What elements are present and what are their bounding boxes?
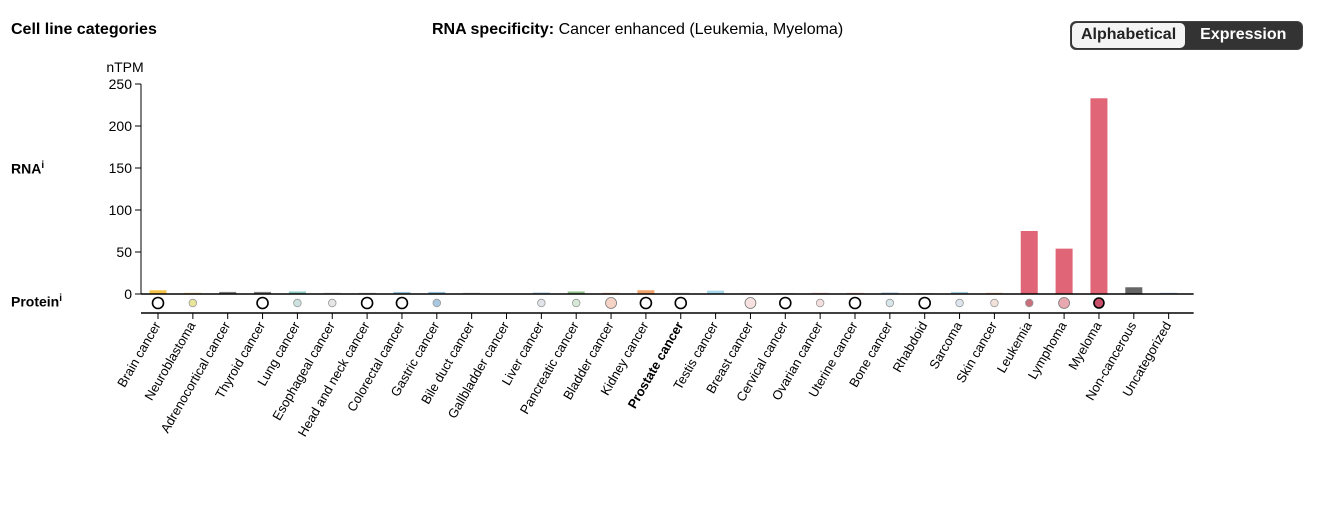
x-tick-label[interactable]: Myeloma: [1065, 318, 1105, 372]
protein-marker[interactable]: [1093, 297, 1105, 309]
bar[interactable]: [707, 290, 725, 294]
protein-marker[interactable]: [188, 298, 198, 308]
bar[interactable]: [428, 291, 446, 294]
rna-specificity-value: Cancer enhanced (Leukemia, Myeloma): [558, 21, 844, 38]
sort-expression-button[interactable]: Expression: [1200, 26, 1287, 43]
bar[interactable]: [1020, 231, 1038, 294]
protein-marker[interactable]: [293, 298, 302, 308]
bar[interactable]: [567, 291, 585, 294]
bar[interactable]: [1055, 248, 1073, 294]
bar[interactable]: [951, 291, 969, 294]
y-tick-label: 0: [124, 286, 132, 302]
x-tick-label[interactable]: Esophageal cancer: [269, 318, 338, 422]
protein-marker[interactable]: [395, 296, 409, 310]
protein-marker[interactable]: [1058, 297, 1070, 309]
x-tick-label[interactable]: Sarcoma: [926, 318, 965, 371]
x-tick-label[interactable]: Rhabdoid: [889, 319, 930, 375]
rna-specificity: RNA specificity: Cancer enhanced (Leukem…: [432, 21, 843, 39]
protein-marker[interactable]: [848, 296, 862, 310]
protein-marker[interactable]: [744, 297, 757, 309]
bar[interactable]: [532, 292, 550, 294]
chart-title: Cell line categories: [11, 21, 157, 38]
protein-marker[interactable]: [918, 296, 932, 310]
bar[interactable]: [288, 291, 306, 294]
protein-marker[interactable]: [537, 298, 546, 308]
sort-alphabetical-button[interactable]: Alphabetical: [1072, 23, 1186, 48]
protein-marker[interactable]: [1025, 298, 1034, 308]
protein-marker[interactable]: [885, 298, 895, 308]
bar[interactable]: [1125, 287, 1143, 294]
protein-marker[interactable]: [674, 296, 688, 310]
protein-marker[interactable]: [432, 298, 441, 308]
protein-row-label: Proteini: [11, 293, 63, 310]
bar[interactable]: [637, 290, 655, 294]
protein-marker[interactable]: [360, 296, 374, 310]
y-tick-label: 250: [109, 76, 133, 92]
rna-info-icon[interactable]: i: [41, 160, 45, 171]
bar[interactable]: [881, 292, 899, 294]
y-tick-label: 200: [109, 118, 133, 134]
protein-marker[interactable]: [955, 298, 964, 308]
bar[interactable]: [393, 291, 411, 294]
sort-toggle[interactable]: Alphabetical Expression: [1070, 21, 1304, 50]
protein-marker[interactable]: [815, 298, 825, 308]
protein-marker[interactable]: [605, 297, 617, 309]
y-tick-label: 50: [116, 244, 132, 260]
protein-marker[interactable]: [328, 298, 337, 308]
y-tick-label: 100: [109, 202, 133, 218]
protein-marker[interactable]: [778, 296, 792, 310]
protein-marker[interactable]: [990, 298, 999, 308]
protein-info-icon[interactable]: i: [59, 293, 63, 304]
rna-row-label: RNAi: [11, 160, 45, 177]
bar[interactable]: [254, 291, 272, 294]
protein-marker[interactable]: [151, 296, 165, 310]
y-tick-label: 150: [109, 160, 133, 176]
protein-marker[interactable]: [639, 296, 653, 310]
bar[interactable]: [149, 290, 167, 294]
protein-marker[interactable]: [256, 296, 269, 310]
protein-marker[interactable]: [572, 298, 581, 308]
rna-specificity-label: RNA specificity:: [432, 21, 555, 38]
y-axis-label: nTPM: [106, 59, 143, 75]
bar[interactable]: [219, 291, 237, 294]
bar[interactable]: [1090, 98, 1108, 294]
